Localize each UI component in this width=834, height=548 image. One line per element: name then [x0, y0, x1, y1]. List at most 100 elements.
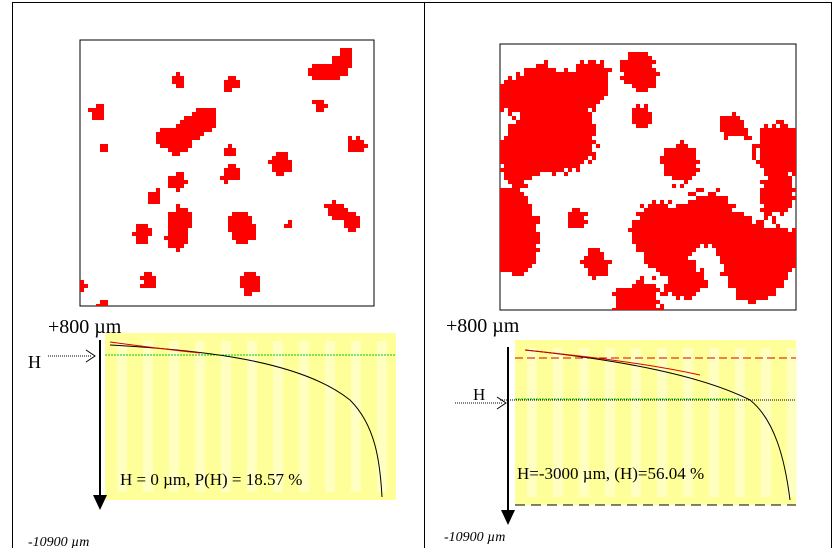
red-region [500, 228, 536, 232]
red-region [500, 268, 528, 272]
stripe [169, 341, 179, 492]
red-region [500, 232, 540, 236]
red-region [752, 144, 796, 148]
red-region [660, 200, 664, 204]
red-region [176, 248, 180, 252]
red-region [500, 264, 532, 268]
red-region [600, 60, 604, 64]
red-region [144, 280, 156, 284]
red-region [572, 208, 580, 212]
red-region [736, 296, 768, 300]
stripe [377, 341, 387, 492]
red-region [676, 144, 688, 148]
stripe [299, 341, 309, 492]
red-region [632, 84, 656, 88]
red-region [340, 52, 352, 56]
stripe [247, 341, 257, 492]
red-region [616, 296, 656, 300]
h-pointer-head [85, 349, 96, 363]
bottom-label: -10900 µm [28, 535, 89, 548]
red-region [660, 292, 668, 296]
red-region [504, 136, 592, 140]
red-region [640, 204, 644, 208]
red-region [660, 156, 696, 160]
red-region [176, 208, 188, 212]
red-region [644, 260, 696, 264]
red-region [764, 184, 792, 188]
red-region [728, 276, 788, 280]
red-region [764, 124, 768, 128]
red-region [620, 64, 652, 68]
red-region [512, 184, 528, 188]
red-region [576, 168, 580, 172]
red-region [632, 120, 652, 124]
red-region [780, 124, 788, 128]
red-region [648, 204, 668, 208]
red-region [568, 220, 588, 224]
red-region [508, 180, 524, 184]
red-region [764, 172, 788, 176]
red-region [700, 268, 704, 272]
red-region [764, 216, 768, 220]
red-region [724, 136, 728, 140]
red-region [728, 284, 784, 288]
red-region [244, 292, 252, 296]
red-region [716, 252, 796, 256]
red-region [640, 216, 752, 220]
red-region [224, 84, 240, 88]
red-region [516, 76, 608, 80]
red-region [180, 120, 216, 124]
red-region [348, 144, 368, 148]
bearing-curve-top [109, 341, 201, 354]
red-region [588, 160, 592, 164]
red-region [500, 144, 592, 148]
bottom-label: -10900 µm [444, 530, 505, 545]
red-region [760, 192, 792, 196]
red-region [168, 224, 192, 228]
red-region [644, 252, 692, 256]
red-region [500, 196, 528, 200]
red-region [668, 200, 672, 204]
plot-stripes [117, 341, 387, 492]
red-region [500, 100, 600, 104]
red-region [772, 216, 776, 220]
red-region [500, 260, 536, 264]
red-region [100, 144, 108, 148]
red-region [272, 168, 292, 172]
red-region [228, 144, 232, 148]
red-region [500, 204, 532, 208]
red-region [524, 72, 608, 76]
red-region [628, 56, 652, 60]
red-region [520, 112, 592, 116]
red-region [760, 136, 796, 140]
red-region [224, 180, 228, 184]
red-region [628, 52, 648, 56]
red-region [228, 164, 236, 168]
red-region [308, 72, 348, 76]
red-region [568, 168, 572, 172]
red-region [688, 200, 728, 204]
red-region [168, 212, 192, 216]
red-region [648, 264, 696, 268]
red-region [720, 120, 744, 124]
red-region [348, 228, 356, 232]
red-region [504, 176, 532, 180]
red-region [508, 128, 596, 132]
red-region [588, 60, 596, 64]
red-region [244, 272, 256, 276]
red-region [636, 280, 644, 284]
red-region [632, 112, 652, 116]
red-region [632, 116, 652, 120]
red-region [736, 292, 776, 296]
red-region [564, 172, 568, 176]
red-region [672, 184, 676, 188]
red-region [620, 60, 656, 64]
red-region [224, 152, 236, 156]
stripe [735, 348, 745, 497]
red-region [580, 260, 612, 264]
red-region [80, 280, 84, 284]
h-label: H [28, 352, 41, 372]
red-region [764, 204, 792, 208]
red-region [500, 96, 604, 100]
red-region [636, 244, 700, 248]
